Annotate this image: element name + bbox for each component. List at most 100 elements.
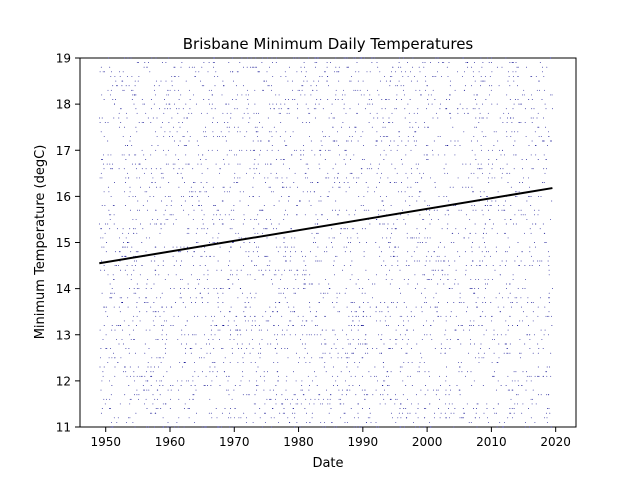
scatter-point (357, 237, 359, 239)
scatter-point (509, 117, 511, 119)
scatter-point (347, 140, 349, 142)
scatter-point (188, 163, 190, 165)
scatter-point (138, 75, 140, 77)
scatter-point (528, 195, 529, 197)
scatter-point (256, 389, 258, 391)
scatter-point (507, 325, 509, 326)
scatter-point (377, 209, 379, 211)
scatter-point (138, 288, 140, 290)
scatter-point (259, 343, 260, 345)
scatter-point (403, 85, 405, 87)
scatter-point (182, 302, 184, 303)
scatter-point (473, 94, 475, 96)
scatter-point (149, 223, 151, 225)
scatter-point (392, 122, 394, 124)
scatter-point (247, 57, 249, 59)
scatter-point (287, 99, 289, 100)
scatter-point (541, 338, 543, 340)
scatter-point (134, 154, 136, 156)
scatter-point (269, 260, 271, 262)
scatter-point (255, 246, 257, 248)
scatter-point (113, 417, 115, 419)
scatter-point (123, 57, 125, 59)
scatter-point (325, 135, 326, 137)
scatter-point (509, 85, 511, 87)
scatter-point (148, 62, 149, 64)
scatter-point (394, 108, 396, 110)
scatter-point (199, 205, 200, 207)
scatter-point (177, 380, 179, 382)
scatter-point (435, 112, 437, 114)
scatter-point (369, 71, 371, 73)
scatter-point (512, 274, 514, 276)
scatter-point (143, 103, 145, 105)
scatter-point (319, 168, 321, 170)
scatter-point (111, 421, 113, 423)
scatter-point (118, 306, 120, 308)
scatter-point (448, 260, 449, 262)
scatter-point (212, 242, 214, 243)
scatter-point (376, 112, 378, 114)
scatter-point (407, 412, 409, 414)
scatter-point (371, 103, 373, 105)
scatter-point (507, 417, 509, 419)
scatter-point (331, 348, 333, 350)
scatter-point (358, 315, 359, 317)
scatter-point (154, 366, 155, 368)
scatter-point (123, 371, 125, 373)
scatter-point (205, 255, 207, 257)
scatter-point (403, 325, 405, 326)
scatter-point (454, 260, 456, 262)
scatter-point (330, 112, 332, 114)
scatter-point (295, 292, 296, 294)
scatter-point (385, 154, 387, 156)
scatter-point (287, 214, 288, 216)
scatter-point (453, 412, 455, 414)
scatter-point (489, 85, 490, 87)
scatter-point (330, 394, 332, 396)
scatter-point (276, 246, 278, 248)
scatter-point (129, 398, 131, 400)
scatter-point (308, 283, 310, 285)
scatter-point (496, 251, 497, 253)
scatter-point (256, 135, 258, 137)
scatter-point (446, 209, 448, 211)
scatter-point (191, 112, 193, 114)
scatter-point (151, 145, 153, 147)
scatter-point (297, 398, 299, 400)
scatter-point (222, 200, 224, 202)
scatter-point (459, 297, 461, 299)
scatter-point (485, 288, 486, 290)
scatter-point (383, 159, 385, 160)
scatter-point (324, 426, 326, 428)
scatter-point (450, 140, 452, 142)
scatter-point (139, 209, 140, 211)
scatter-point (547, 251, 549, 253)
scatter-point (352, 338, 354, 340)
scatter-point (262, 89, 264, 91)
scatter-point (298, 57, 300, 59)
scatter-point (217, 135, 218, 137)
scatter-point (104, 205, 106, 207)
scatter-point (427, 99, 429, 100)
scatter-point (510, 218, 512, 220)
scatter-point (509, 343, 511, 345)
scatter-point (452, 186, 454, 188)
scatter-point (544, 329, 546, 331)
scatter-point (140, 223, 141, 225)
scatter-point (332, 237, 334, 239)
scatter-point (423, 361, 425, 363)
scatter-point (431, 255, 433, 257)
scatter-point (463, 329, 465, 331)
scatter-point (530, 255, 532, 257)
scatter-point (110, 394, 112, 396)
scatter-point (141, 265, 143, 267)
scatter-point (484, 80, 486, 82)
scatter-point (349, 389, 351, 391)
scatter-point (413, 237, 415, 239)
scatter-point (514, 195, 516, 197)
scatter-point (512, 389, 514, 391)
scatter-point (318, 398, 320, 400)
scatter-point (116, 265, 117, 267)
scatter-point (290, 269, 292, 271)
